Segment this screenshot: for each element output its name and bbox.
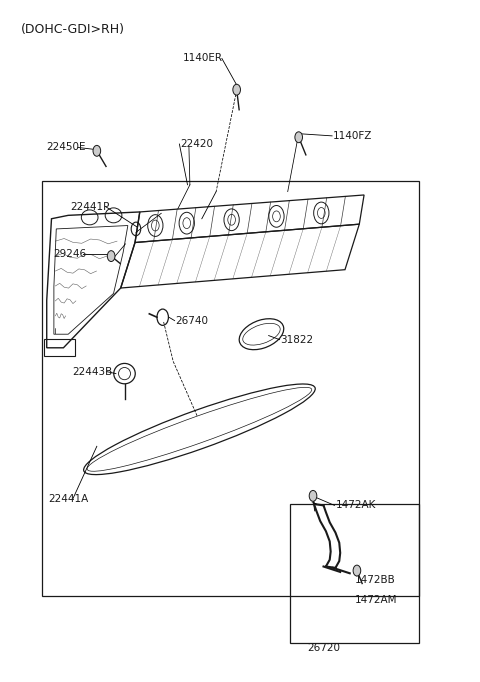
Text: 1472AK: 1472AK (336, 501, 376, 510)
Bar (290, 504, 419, 643)
Circle shape (233, 85, 240, 95)
Text: 22443B: 22443B (72, 366, 112, 376)
Circle shape (108, 251, 115, 261)
Text: 29246: 29246 (53, 249, 86, 259)
Circle shape (353, 565, 361, 576)
Text: 31822: 31822 (281, 335, 314, 344)
Text: 22450E: 22450E (47, 143, 86, 152)
Text: 1472BB: 1472BB (355, 575, 396, 585)
Bar (42, 181, 419, 595)
Text: 26740: 26740 (176, 316, 209, 325)
Text: 22441P: 22441P (71, 201, 110, 211)
Text: 1140ER: 1140ER (183, 53, 223, 63)
Text: 1140FZ: 1140FZ (333, 131, 372, 141)
Text: 22420: 22420 (180, 139, 213, 149)
Circle shape (295, 132, 302, 143)
Text: 22441A: 22441A (48, 494, 88, 503)
Text: (DOHC-GDI>RH): (DOHC-GDI>RH) (21, 23, 124, 36)
Text: 1472AM: 1472AM (355, 595, 397, 606)
Text: 26720: 26720 (307, 643, 340, 653)
Circle shape (309, 490, 317, 501)
Bar (44, 339, 75, 356)
Circle shape (93, 145, 101, 156)
